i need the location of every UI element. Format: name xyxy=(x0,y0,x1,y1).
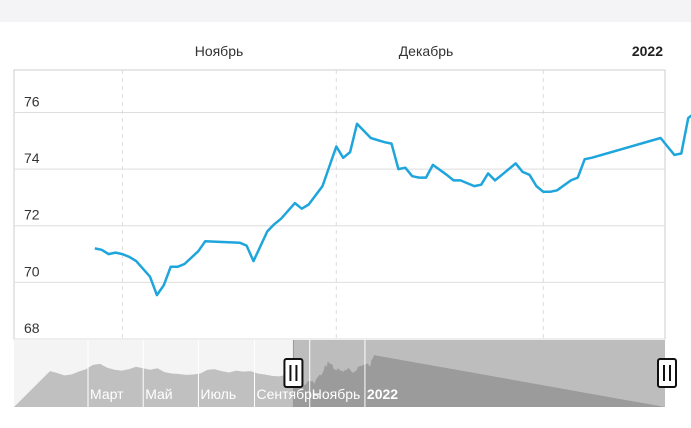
navigator-label: Сентябрь xyxy=(257,386,320,402)
top-bar xyxy=(0,0,691,22)
navigator-label: Март xyxy=(90,386,124,402)
grid xyxy=(14,70,665,340)
x-tick-label: Ноябрь xyxy=(195,43,244,59)
y-tick-label: 72 xyxy=(24,207,40,223)
series xyxy=(94,114,691,297)
navigator-label: 2022 xyxy=(367,386,398,402)
plot-frame xyxy=(13,69,666,340)
handle-box[interactable] xyxy=(283,358,304,388)
y-tick-label: 76 xyxy=(24,93,40,109)
y-tick-label: 74 xyxy=(24,150,40,166)
navigator-label: Май xyxy=(145,386,172,402)
handle-box[interactable] xyxy=(657,358,677,388)
y-tick-label: 68 xyxy=(24,320,40,336)
navigator-label: Ноябрь xyxy=(312,386,361,402)
y-axis: 68 70 72 74 76 xyxy=(24,93,40,336)
navigator-selection[interactable] xyxy=(293,340,665,407)
range-handle[interactable] xyxy=(657,358,677,388)
plot-area xyxy=(13,69,666,340)
navigator-label: Июль xyxy=(200,386,236,402)
y-tick-label: 70 xyxy=(24,263,40,279)
x-tick-label: 2022 xyxy=(632,43,663,59)
navigator-series xyxy=(14,355,665,407)
series-line xyxy=(94,114,691,297)
x-tick-label: Декабрь xyxy=(399,43,454,59)
x-axis: Ноябрь Декабрь 2022 xyxy=(195,43,663,59)
range-handle[interactable] xyxy=(283,358,304,388)
